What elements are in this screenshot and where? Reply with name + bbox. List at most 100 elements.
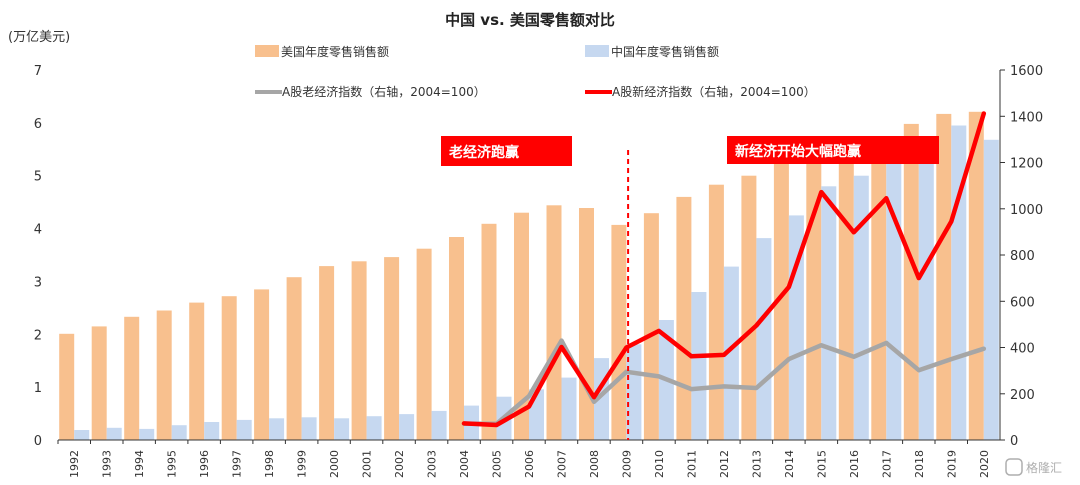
bar-us-2017 — [871, 138, 887, 440]
x-tick-1996: 1996 — [198, 450, 211, 478]
annotation-new-economy: 新经济开始大幅跑赢 — [727, 136, 939, 164]
bar-us-2011 — [676, 196, 692, 440]
bar-cn-1999 — [301, 417, 317, 440]
y-right-tick-1600: 1600 — [1010, 64, 1043, 79]
bar-us-1996 — [189, 302, 205, 440]
y-left-tick-5: 5 — [34, 170, 42, 185]
x-tick-2003: 2003 — [426, 450, 439, 478]
bar-cn-2009 — [626, 344, 642, 440]
y-left-tick-6: 6 — [34, 117, 42, 132]
bar-us-2004 — [449, 237, 464, 440]
x-tick-2017: 2017 — [880, 450, 893, 478]
bar-cn-2002 — [399, 414, 415, 440]
bar-us-2003 — [416, 248, 432, 440]
chart-title: 中国 vs. 美国零售额对比 — [445, 11, 615, 29]
x-tick-2010: 2010 — [653, 450, 666, 478]
y-left-tick-3: 3 — [34, 275, 42, 290]
bar-us-2007 — [546, 205, 562, 440]
x-tick-1992: 1992 — [68, 450, 81, 478]
x-tick-2020: 2020 — [978, 450, 991, 478]
bar-us-1997 — [221, 296, 237, 440]
annotation-old-box — [441, 136, 572, 166]
x-tick-2015: 2015 — [815, 450, 828, 478]
axes-group: 0 1 2 3 4 5 6 7 0 200 400 600 800 1000 1200 1400 1600 199… — [34, 64, 1043, 478]
bar-cn-2000 — [334, 418, 350, 440]
x-tick-1999: 1999 — [296, 450, 309, 478]
y-left-unit-label: (万亿美元) — [8, 30, 70, 45]
y-left-tick-4: 4 — [34, 223, 42, 238]
annotation-new-text: 新经济开始大幅跑赢 — [735, 143, 861, 160]
x-tick-2016: 2016 — [848, 450, 861, 478]
x-tick-1997: 1997 — [231, 450, 244, 478]
bar-us-1993 — [91, 326, 107, 440]
bar-cn-1994 — [139, 428, 155, 440]
y-right-tick-1000: 1000 — [1010, 203, 1043, 218]
x-tick-2002: 2002 — [393, 450, 406, 478]
bar-us-1995 — [156, 310, 172, 440]
y-right-tick-200: 200 — [1010, 388, 1035, 403]
bar-cn-1997 — [236, 419, 252, 440]
line-new-economy — [461, 111, 987, 428]
bar-us-2001 — [351, 261, 367, 440]
bar-us-1999 — [286, 277, 302, 440]
bar-us-2020 — [968, 111, 984, 441]
bar-cn-1995 — [171, 425, 187, 440]
x-tick-2000: 2000 — [328, 450, 341, 478]
y-left-tick-2: 2 — [34, 328, 42, 343]
bar-us-2013 — [741, 175, 757, 440]
bar-us-2016 — [838, 149, 854, 441]
y-right-tick-1400: 1400 — [1010, 110, 1043, 125]
bar-cn-1993 — [106, 427, 122, 440]
legend: 美国年度零售销售额 中国年度零售销售额 A股老经济指数（右轴，2004=100）… — [255, 44, 816, 99]
bar-cn-2012 — [723, 266, 739, 440]
watermark: 格隆汇 — [1005, 458, 1062, 476]
x-tick-2005: 2005 — [491, 450, 504, 478]
bar-us-1994 — [124, 316, 140, 440]
bar-us-1992 — [59, 333, 75, 440]
annotation-new-box — [727, 136, 939, 164]
bar-us-1998 — [254, 289, 270, 440]
legend-swatch-cn — [585, 45, 609, 57]
x-tick-2001: 2001 — [361, 450, 374, 478]
x-tick-1995: 1995 — [166, 450, 179, 478]
x-tick-2011: 2011 — [685, 450, 698, 478]
bar-cn-2016 — [853, 175, 869, 440]
bar-cn-2001 — [366, 416, 382, 440]
x-tick-2009: 2009 — [620, 450, 633, 478]
lines-group — [461, 111, 987, 428]
annotation-old-text: 老经济跑赢 — [449, 144, 519, 161]
bar-us-2018 — [903, 123, 919, 441]
y-left-tick-1: 1 — [34, 381, 42, 396]
y-right-tick-0: 0 — [1010, 434, 1018, 449]
bar-cn-1992 — [74, 430, 90, 440]
x-tick-2018: 2018 — [913, 450, 926, 478]
y-right-tick-600: 600 — [1010, 295, 1035, 310]
legend-label-old: A股老经济指数（右轴，2004=100） — [282, 84, 486, 99]
y-right-tick-400: 400 — [1010, 342, 1035, 357]
bar-cn-2020 — [983, 139, 999, 441]
x-tick-2014: 2014 — [783, 450, 796, 478]
y-right-tick-800: 800 — [1010, 249, 1035, 264]
bar-us-2009 — [611, 224, 627, 440]
bar-cn-2018 — [918, 149, 934, 441]
x-tick-2013: 2013 — [750, 450, 763, 478]
annotation-old-economy: 老经济跑赢 — [441, 136, 572, 166]
bar-us-2008 — [579, 208, 594, 440]
legend-label-cn: 中国年度零售销售额 — [611, 44, 719, 59]
line-old-economy — [461, 338, 987, 427]
bar-us-2012 — [708, 184, 724, 440]
x-tick-2004: 2004 — [458, 450, 471, 478]
x-tick-1994: 1994 — [133, 450, 146, 478]
bar-cn-2003 — [431, 410, 447, 440]
watermark-logo-icon — [1005, 458, 1023, 476]
bar-cn-1996 — [204, 422, 220, 440]
bar-cn-1998 — [269, 418, 285, 440]
x-tick-2012: 2012 — [718, 450, 731, 478]
y-left-tick-0: 0 — [34, 434, 42, 449]
legend-label-new: A股新经济指数（右轴，2004=100） — [612, 84, 816, 99]
x-tick-1998: 1998 — [263, 450, 276, 478]
x-tick-2006: 2006 — [523, 450, 536, 478]
bar-cn-2015 — [821, 186, 837, 440]
bar-us-2002 — [384, 257, 400, 440]
